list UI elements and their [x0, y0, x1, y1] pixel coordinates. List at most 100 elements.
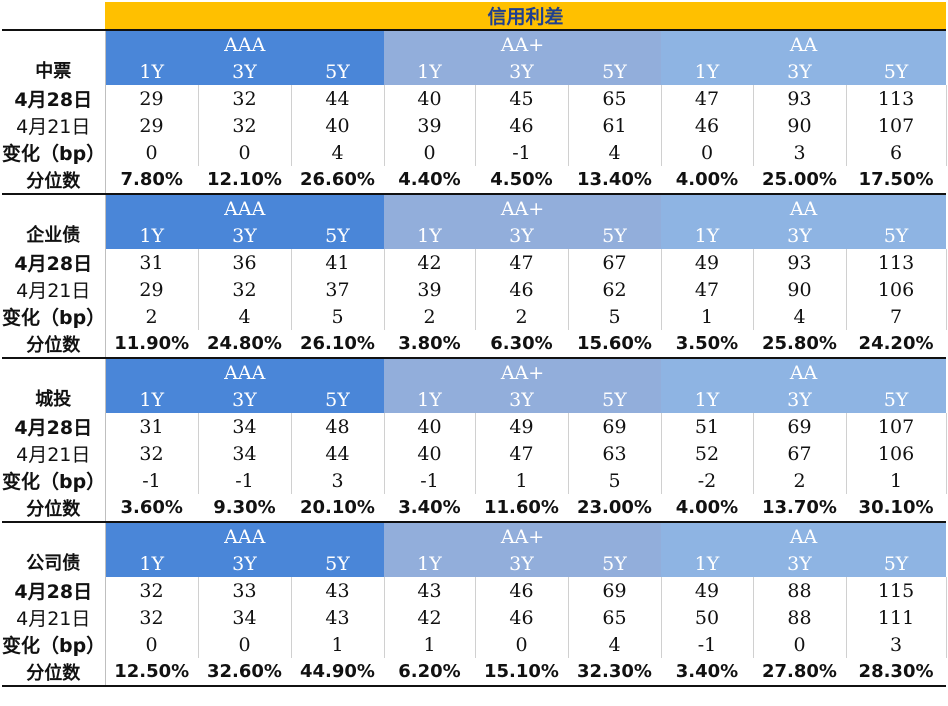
current-value-cell: 34	[198, 413, 292, 440]
previous-value-cell: 67	[753, 440, 847, 467]
percentile-value-cell: 30.10%	[846, 494, 947, 523]
percentile-value-cell: 4.00%	[661, 494, 753, 523]
section-name: 中票	[2, 30, 106, 85]
tenor-header-row: 1Y 3Y 5Y 1Y 3Y 5Y 1Y 3Y 5Y	[2, 58, 947, 85]
percentile-value-cell: 20.10%	[291, 494, 384, 523]
current-value-cell: 88	[753, 577, 847, 604]
change-value-cell: 4	[753, 303, 847, 330]
percentile-value-cell: 15.60%	[568, 330, 661, 359]
previous-row: 4月21日 29 32 40 39 46 61 46 90 107	[2, 112, 947, 139]
change-value-cell: 7	[846, 303, 947, 330]
current-value-cell: 42	[384, 249, 476, 276]
percentile-value-cell: 26.60%	[291, 166, 384, 195]
percentile-value-cell: 6.20%	[384, 658, 475, 687]
current-value-cell: 49	[661, 577, 754, 604]
current-value-cell: 45	[475, 85, 569, 112]
previous-value-cell: 32	[198, 112, 292, 139]
percentile-value-cell: 9.30%	[198, 494, 291, 523]
current-value-cell: 107	[846, 413, 947, 440]
change-value-cell: -1	[661, 631, 754, 658]
tenor-header-aa: 3Y	[753, 550, 846, 577]
tenor-header-aa-plus: 5Y	[568, 222, 661, 249]
tenor-header-aaa: 3Y	[198, 222, 291, 249]
rating-header-aaa: AAA	[105, 522, 384, 550]
current-value-cell: 93	[753, 85, 847, 112]
previous-value-cell: 29	[105, 112, 199, 139]
percentile-value-cell: 3.40%	[661, 658, 753, 687]
rating-header-aaa: AAA	[105, 358, 384, 386]
tenor-header-aa-plus: 5Y	[568, 550, 661, 577]
current-value-cell: 46	[475, 577, 569, 604]
current-value-cell: 113	[846, 85, 947, 112]
tenor-header-aa: 1Y	[661, 550, 753, 577]
change-row: 变化（bp） 0 0 1 1 0 4 -1 0 3	[2, 631, 947, 658]
tenor-header-row: 1Y 3Y 5Y 1Y 3Y 5Y 1Y 3Y 5Y	[2, 386, 947, 413]
tenor-header-aa: 3Y	[753, 386, 846, 413]
change-value-cell: 4	[568, 139, 662, 166]
title-row: 信用利差	[2, 2, 947, 31]
row-label: 变化（bp）	[2, 139, 106, 166]
percentile-value-cell: 12.10%	[198, 166, 291, 195]
change-value-cell: 0	[198, 139, 292, 166]
change-value-cell: 3	[291, 467, 385, 494]
previous-value-cell: 42	[384, 604, 476, 631]
change-value-cell: -1	[198, 467, 292, 494]
percentile-row: 分位数 11.90% 24.80% 26.10% 3.80% 6.30% 15.60% 3.5…	[2, 330, 947, 359]
rating-header-aa: AA	[661, 194, 947, 222]
percentile-value-cell: 13.40%	[568, 166, 661, 195]
change-value-cell: 0	[661, 139, 754, 166]
percentile-value-cell: 26.10%	[291, 330, 384, 359]
tenor-header-aaa: 1Y	[105, 550, 198, 577]
tenor-header-aaa: 1Y	[105, 222, 198, 249]
row-label: 4月28日	[2, 249, 106, 276]
tenor-header-aa-plus: 3Y	[475, 386, 568, 413]
percentile-value-cell: 24.20%	[846, 330, 947, 359]
current-value-cell: 43	[384, 577, 476, 604]
rating-header-row: 中票 AAA AA+ AA	[2, 30, 947, 85]
previous-value-cell: 111	[846, 604, 947, 631]
percentile-value-cell: 15.10%	[475, 658, 568, 687]
tenor-header-aaa: 5Y	[291, 386, 384, 413]
tenor-header-aaa: 1Y	[105, 58, 198, 85]
percentile-value-cell: 6.30%	[475, 330, 568, 359]
tenor-header-aa-plus: 3Y	[475, 222, 568, 249]
percentile-value-cell: 13.70%	[753, 494, 846, 523]
tenor-header-aa-plus: 5Y	[568, 58, 661, 85]
percentile-value-cell: 24.80%	[198, 330, 291, 359]
change-value-cell: 1	[384, 631, 476, 658]
tenor-header-aa: 5Y	[846, 58, 947, 85]
change-value-cell: -1	[475, 139, 569, 166]
previous-value-cell: 29	[105, 276, 199, 303]
row-label: 分位数	[2, 658, 106, 687]
previous-value-cell: 37	[291, 276, 385, 303]
current-value-cell: 43	[291, 577, 385, 604]
current-row: 4月28日 29 32 44 40 45 65 47 93 113	[2, 85, 947, 112]
row-label: 变化（bp）	[2, 467, 106, 494]
change-value-cell: 1	[661, 303, 754, 330]
previous-value-cell: 52	[661, 440, 754, 467]
previous-value-cell: 39	[384, 112, 476, 139]
change-value-cell: 3	[753, 139, 847, 166]
percentile-value-cell: 17.50%	[846, 166, 947, 195]
rating-header-aaa: AAA	[105, 30, 384, 58]
percentile-value-cell: 11.60%	[475, 494, 568, 523]
rating-header-row: 公司债 AAA AA+ AA	[2, 522, 947, 577]
change-value-cell: 2	[475, 303, 569, 330]
tenor-header-aa: 5Y	[846, 222, 947, 249]
rating-header-aa-plus: AA+	[384, 30, 661, 58]
percentile-value-cell: 32.60%	[198, 658, 291, 687]
tenor-header-aa: 1Y	[661, 222, 753, 249]
previous-row: 4月21日 32 34 44 40 47 63 52 67 106	[2, 440, 947, 467]
change-value-cell: 5	[568, 303, 662, 330]
previous-value-cell: 107	[846, 112, 947, 139]
change-value-cell: 6	[846, 139, 947, 166]
tenor-header-aaa: 3Y	[198, 58, 291, 85]
change-row: 变化（bp） 2 4 5 2 2 5 1 4 7	[2, 303, 947, 330]
current-row: 4月28日 31 36 41 42 47 67 49 93 113	[2, 249, 947, 276]
credit-spread-table: 信用利差 中票 AAA AA+ AA 1Y 3Y 5Y 1Y 3Y 5Y 1Y 3Y 5Y 4月28日 29…	[2, 2, 947, 687]
previous-value-cell: 32	[198, 276, 292, 303]
current-value-cell: 93	[753, 249, 847, 276]
current-value-cell: 32	[198, 85, 292, 112]
current-value-cell: 32	[105, 577, 199, 604]
previous-value-cell: 90	[753, 276, 847, 303]
